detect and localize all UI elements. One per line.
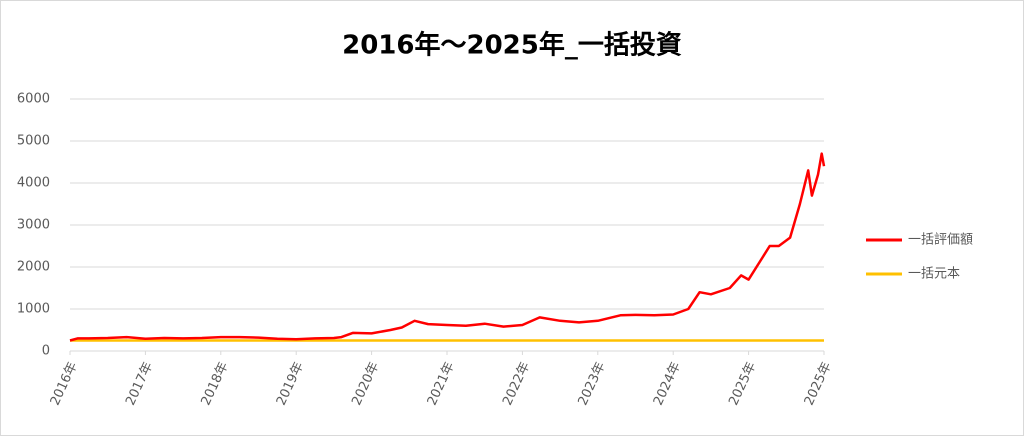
y-tick-label: 1000 — [17, 302, 50, 317]
y-tick-label: 6000 — [17, 92, 50, 107]
y-tick-label: 3000 — [17, 218, 50, 233]
legend-label: 一括評価額 — [908, 233, 973, 248]
y-tick-label: 0 — [42, 344, 50, 359]
chart-title: 2016年～2025年_一括投資 — [342, 30, 682, 61]
y-tick-label: 2000 — [17, 260, 50, 275]
y-tick-label: 4000 — [17, 176, 50, 191]
line-series — [69, 152, 826, 342]
legend-label: 一括元本 — [908, 267, 960, 282]
y-tick-label: 5000 — [17, 134, 50, 149]
